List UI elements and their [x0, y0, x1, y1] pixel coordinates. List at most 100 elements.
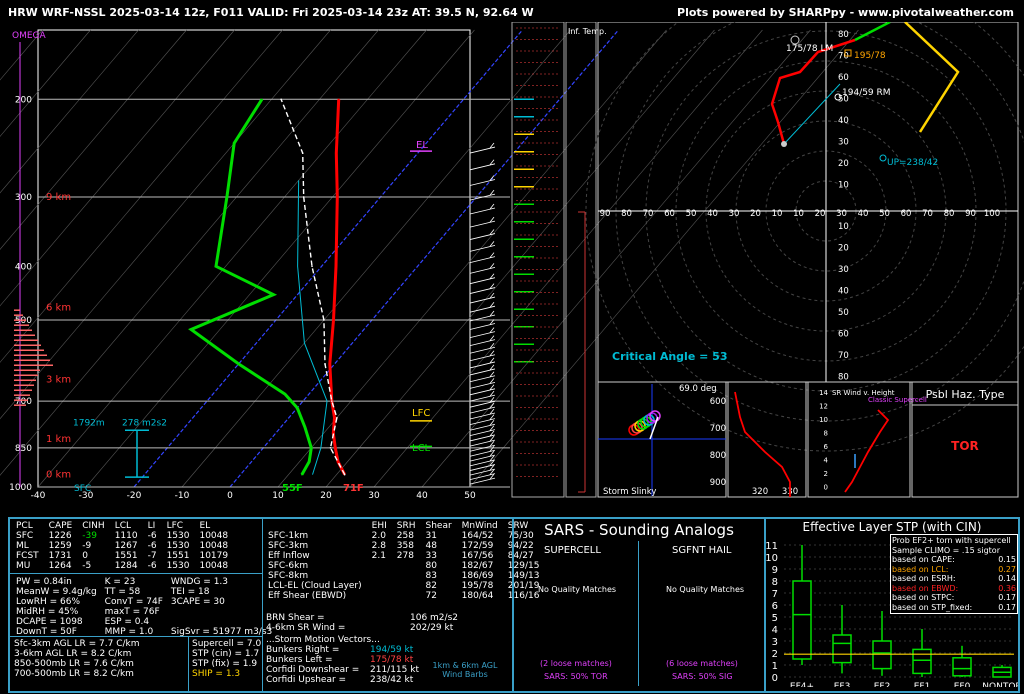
- vector-label: Bunkers Right =: [266, 645, 340, 655]
- wind-barb-flag: [489, 335, 495, 341]
- thermo-row: MeanW = 9.4g/kg TT = 58 TEI = 18: [14, 587, 278, 597]
- rm-marker: [834, 93, 842, 101]
- stp-ytick: 8: [772, 577, 778, 588]
- thermo-divider: [10, 636, 262, 637]
- kinematic-cell: [370, 581, 395, 591]
- vector-value: 238/42 kt: [370, 675, 414, 685]
- kinematic-cell: 84/27: [507, 551, 534, 561]
- pressure-tick-label: 300: [15, 193, 32, 203]
- hodo-axis-label: 50: [879, 209, 890, 219]
- series-dewpoint-point: [308, 460, 310, 463]
- vector-value: 211/115 kt: [370, 665, 419, 675]
- vector-value: 175/78 kt: [370, 655, 414, 665]
- srw46-value: 202/29 kt: [410, 623, 454, 633]
- series-temperature-point: [336, 196, 339, 198]
- kinematic-cell: 167/56: [461, 551, 494, 561]
- kinematic-cell: 2.8: [371, 541, 386, 551]
- parcel-cell: 1267: [114, 541, 138, 551]
- hodo-axis-label: 70: [643, 209, 654, 219]
- series-dewpoint-point: [261, 98, 263, 101]
- stp-ytick: 2: [772, 649, 778, 660]
- parcel-row: MU 1264 -5 1284 -6 1530 10048: [14, 561, 236, 571]
- stp-ytick: 11: [766, 541, 778, 552]
- pressure-tick-label: 700: [15, 397, 32, 407]
- kinematic-cell: 278: [396, 551, 414, 561]
- wind-barb: [469, 439, 496, 447]
- slinky-ring: [649, 410, 661, 422]
- app-title: HRW WRF-NSSL 2025-03-14 12z, F011 VALID:…: [8, 6, 534, 19]
- stp-stat-row: based on STP_fixed: 0.17: [892, 603, 1016, 613]
- temp-tick-label: 10: [272, 491, 284, 501]
- omega-label: OMEGA: [12, 31, 47, 41]
- kinematic-divider: [262, 519, 263, 691]
- slinky-ring: [643, 414, 655, 426]
- wind-barb-flag: [489, 473, 495, 480]
- kinematic-cell: 180/64: [461, 591, 494, 601]
- kinematic-header-cell: MnWind: [461, 521, 498, 531]
- stp-sample: Sample CLIMO = .15 sigtor: [892, 545, 1000, 555]
- isotherm-line: [0, 29, 283, 363]
- kinematic-cell: Eff Shear (EBWD): [268, 591, 347, 601]
- wind-barb-flag: [489, 450, 495, 457]
- thermo-cell: PW = 0.84in: [16, 577, 72, 587]
- pressure-tick-label: 400: [15, 262, 32, 272]
- kinematic-cell: SFC-1km: [268, 531, 309, 541]
- wind-barb: [469, 346, 496, 354]
- stp-category: NONTOR: [982, 682, 1018, 687]
- wind-barb-flag: [489, 390, 495, 397]
- stp-stat-value: 0.14: [998, 574, 1016, 583]
- parcel-cell: 1551: [114, 551, 138, 561]
- wind-barb-flag: [489, 203, 495, 210]
- series-dewpoint-point: [310, 447, 313, 449]
- hodo-axis-label: 60: [664, 209, 675, 219]
- sars-panel: SARS - Sounding Analogs SUPERCELL SGFNT …: [512, 517, 766, 693]
- kinematic-cell: 2.0: [371, 531, 386, 541]
- kinematic-cell: 75/30: [507, 531, 534, 541]
- srwind-tick: 14: [819, 389, 828, 397]
- series-temperature-point: [337, 98, 340, 101]
- stp-stat-row: based on LCL: 0.27: [892, 565, 1016, 575]
- sars-title: SARS - Sounding Analogs: [544, 521, 734, 539]
- hodo-axis-label: 90: [600, 209, 611, 219]
- series-dewpoint-point: [301, 473, 303, 476]
- series-dewpoint-point: [215, 265, 217, 268]
- series-temperature-point: [333, 416, 336, 419]
- parcel-header-cell: EL: [199, 521, 211, 531]
- stp-stat-value: 0.27: [998, 564, 1016, 574]
- stp-stat-row: based on STPC: 0.17: [892, 593, 1016, 603]
- lapse-line: 850-500mb LR = 7.6 C/km: [14, 659, 134, 669]
- temp-tick-label: -10: [175, 491, 190, 501]
- wind-barb-flag: [489, 241, 495, 247]
- srwind-tick: 6: [824, 443, 829, 451]
- lapse-line: 3-6km AGL LR = 8.2 C/km: [14, 649, 132, 659]
- series-parcel-point: [343, 473, 346, 476]
- wind-barb-flag: [489, 396, 495, 403]
- wind-barb: [469, 146, 496, 154]
- isotherm-line: [85, 29, 475, 488]
- stp-category: EF2: [874, 682, 891, 687]
- thermo-cell: SigSvr = 51977 m3/s3: [170, 627, 273, 637]
- theta-tick: 700: [710, 424, 726, 434]
- wind-barb-flag: [489, 175, 495, 181]
- inflow-temp-column: [565, 22, 597, 498]
- thermo-row: MidRH = 45% maxT = 76F: [14, 607, 278, 617]
- parcel-cell: 10048: [199, 541, 229, 551]
- parcel-cell: 1551: [166, 551, 190, 561]
- parcel-row: FCST 1731 0 1551 -7 1551 10179: [14, 551, 236, 561]
- stp-stat-label: based on ESRH:: [892, 574, 956, 583]
- srwind-frame: [807, 381, 911, 498]
- wind-barb-flag: [489, 469, 495, 475]
- kinematic-header-cell: SRH: [396, 521, 416, 531]
- theta-xtick: 320: [752, 487, 768, 497]
- sars-tor: SARS: 50% TOR: [544, 672, 608, 681]
- theta-tick: 800: [710, 451, 726, 461]
- composite-line: SHIP = 1.3: [192, 669, 241, 679]
- srwind-trace: [844, 409, 890, 493]
- hodo-lm-label: 175/78 LM: [786, 44, 833, 54]
- wind-barb-flag: [489, 460, 495, 466]
- stp-stat-label: based on STPC:: [892, 593, 955, 602]
- wind-barb: [469, 296, 496, 304]
- lapse-line: Sfc-3km AGL LR = 7.7 C/km: [14, 639, 140, 649]
- wind-barb: [469, 375, 496, 383]
- parcel-header-cell: CAPE: [48, 521, 73, 531]
